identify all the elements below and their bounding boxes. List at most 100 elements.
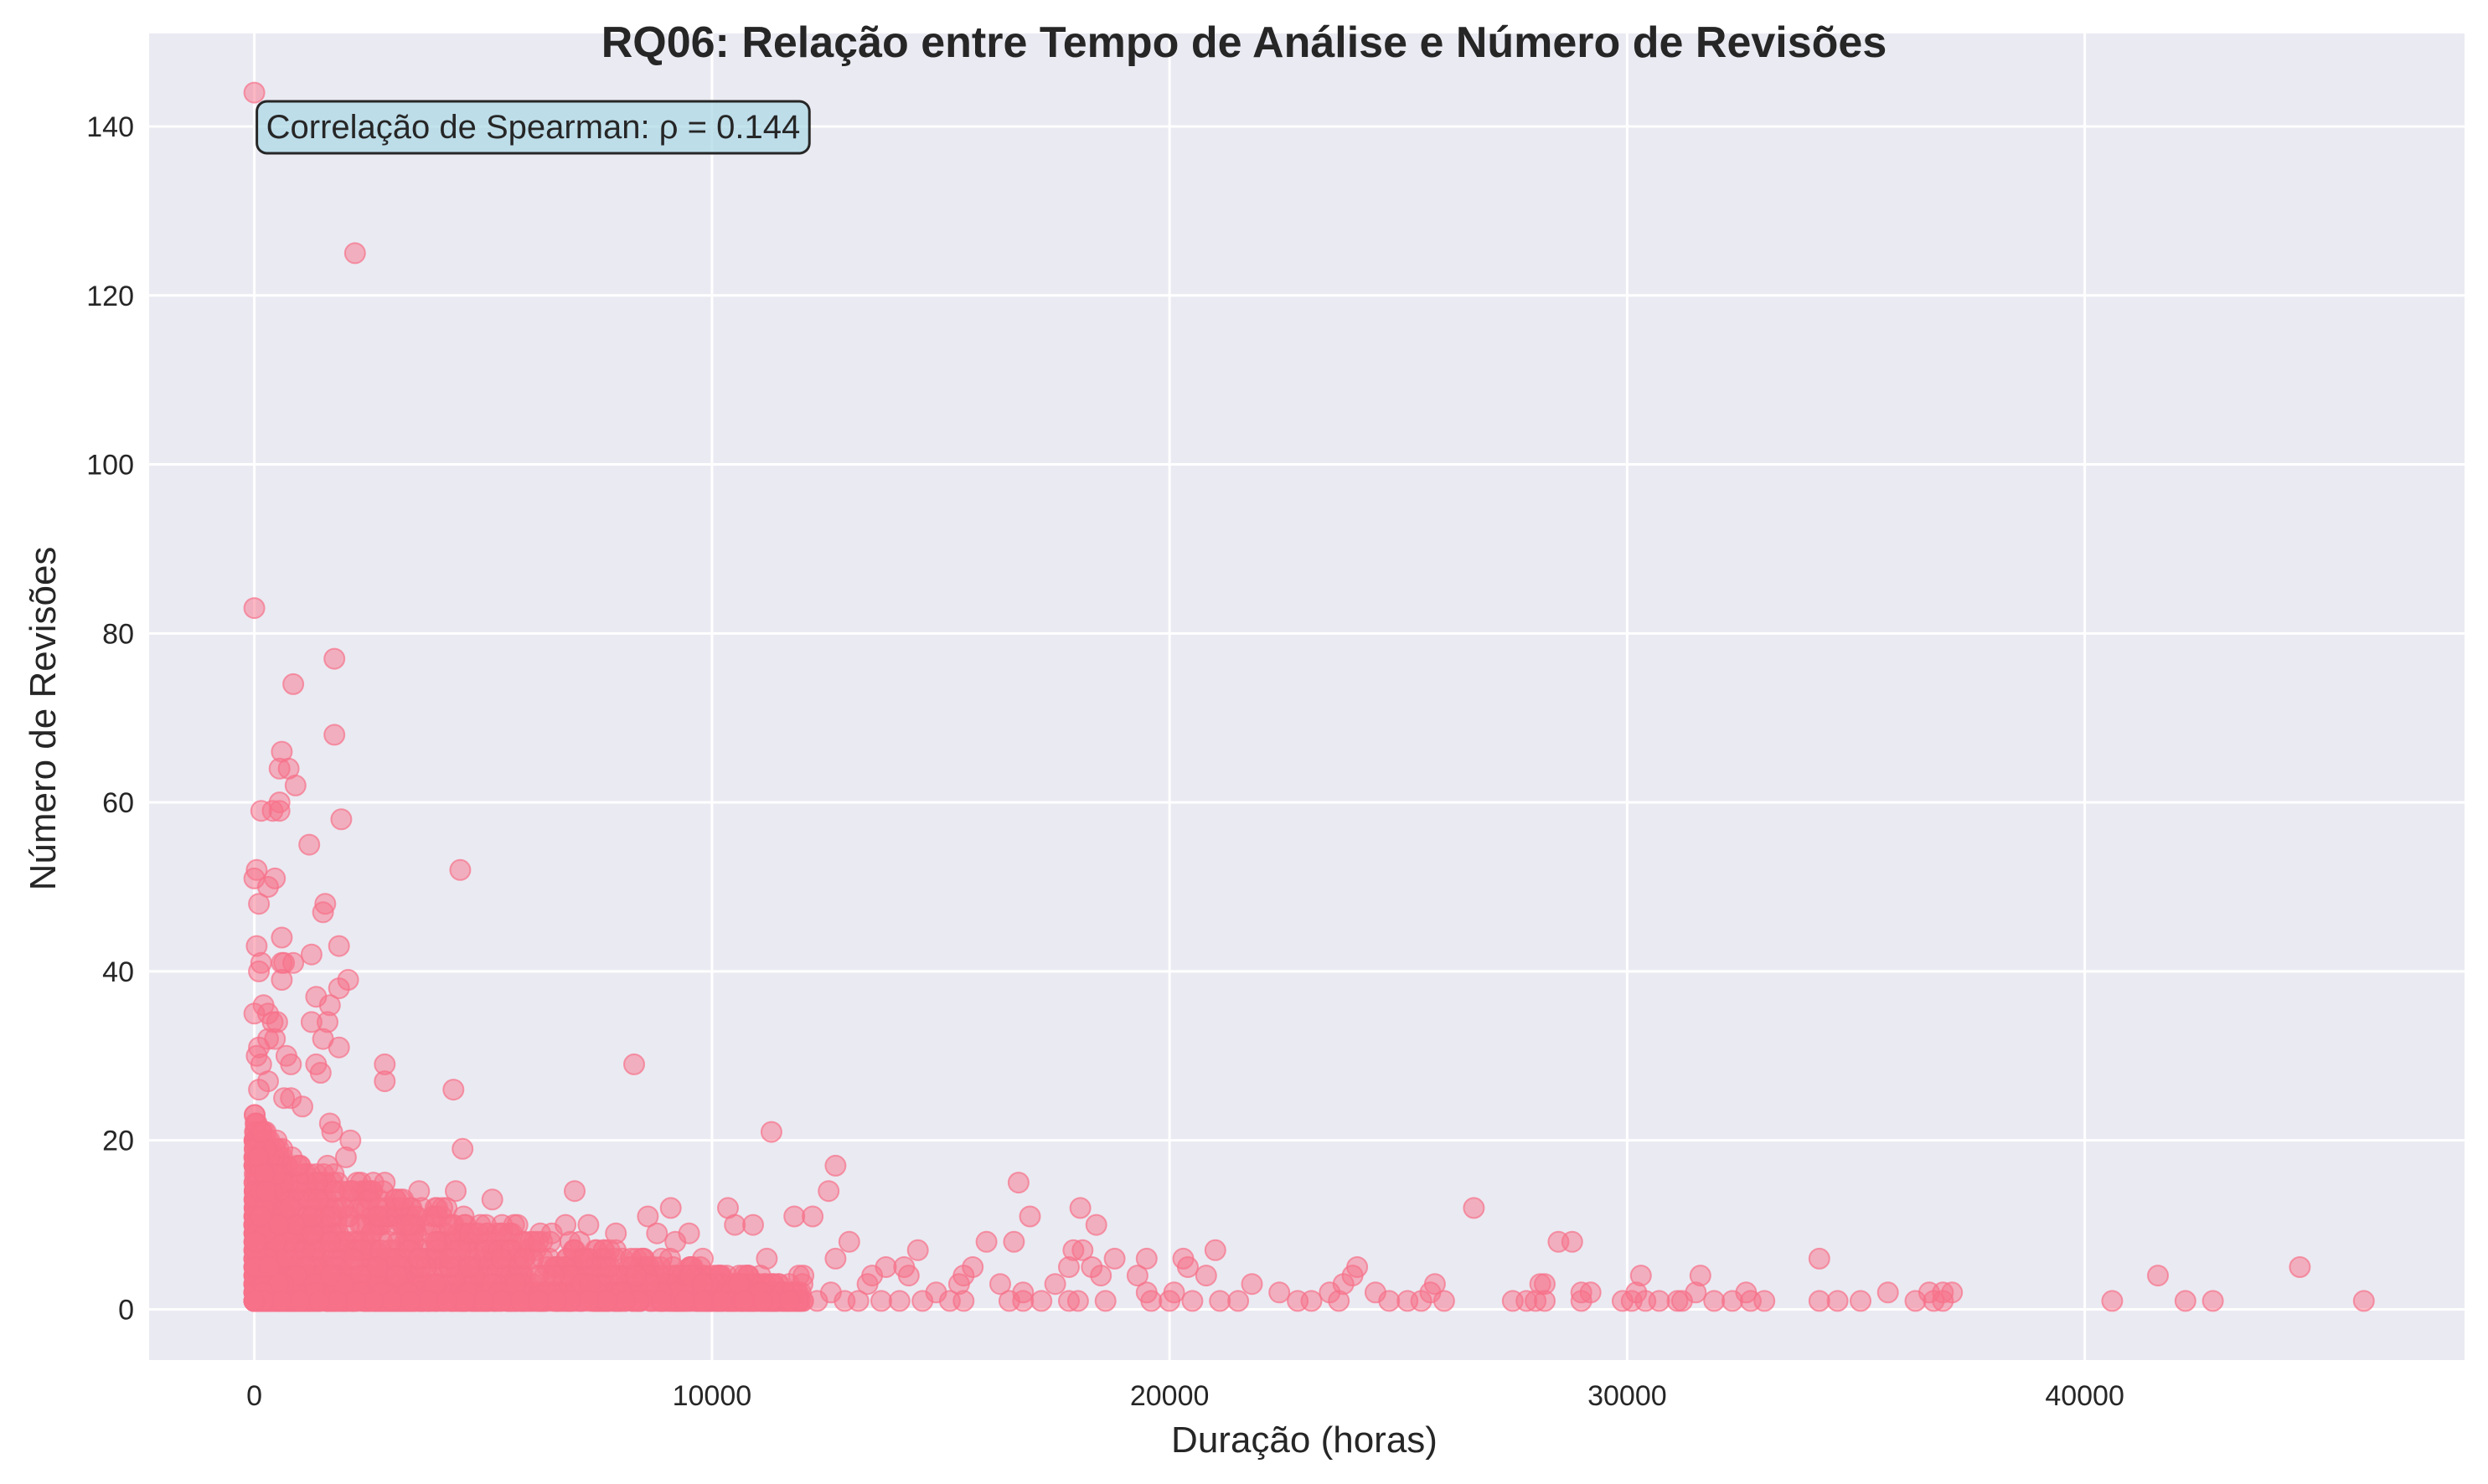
- data-point: [248, 893, 271, 915]
- data-point: [1140, 1290, 1163, 1312]
- data-point: [1410, 1290, 1432, 1312]
- y-tick-label: 0: [118, 1294, 134, 1326]
- data-point: [425, 1230, 446, 1253]
- data-point: [1069, 1197, 1092, 1219]
- data-point: [674, 1290, 696, 1312]
- data-point: [1561, 1230, 1583, 1253]
- data-point: [856, 1273, 879, 1296]
- data-point: [319, 1265, 342, 1287]
- data-point: [271, 969, 293, 991]
- data-point: [824, 1154, 847, 1177]
- data-point: [760, 1121, 782, 1143]
- y-tick-label: 40: [102, 956, 134, 988]
- data-point: [1195, 1265, 1217, 1287]
- x-tick-label: 30000: [1587, 1380, 1667, 1412]
- data-point: [385, 1265, 408, 1287]
- data-point: [312, 901, 334, 924]
- data-point: [367, 1205, 390, 1228]
- data-point: [249, 1205, 271, 1228]
- data-point: [1030, 1290, 1053, 1312]
- data-point: [783, 1205, 806, 1228]
- data-point: [490, 1247, 513, 1270]
- data-point: [1808, 1247, 1830, 1270]
- data-point: [1753, 1290, 1776, 1312]
- data-point: [1090, 1265, 1112, 1287]
- data-point: [250, 1121, 272, 1143]
- data-point: [514, 1247, 536, 1270]
- data-point: [481, 1188, 503, 1211]
- data-point: [1058, 1256, 1080, 1278]
- data-point: [321, 1121, 343, 1143]
- data-point: [271, 1290, 293, 1312]
- data-point: [1534, 1290, 1556, 1312]
- data-point: [2202, 1290, 2224, 1312]
- data-point: [436, 1290, 458, 1312]
- data-point: [245, 1230, 267, 1253]
- data-point: [545, 1290, 568, 1312]
- data-point: [1044, 1273, 1066, 1296]
- data-point: [664, 1230, 687, 1253]
- data-point: [1103, 1247, 1126, 1270]
- data-point: [637, 1205, 659, 1228]
- data-point: [268, 757, 291, 780]
- data-point: [467, 1222, 490, 1244]
- data-point: [2101, 1290, 2124, 1312]
- data-point: [1019, 1205, 1041, 1228]
- x-tick-label: 40000: [2045, 1380, 2124, 1412]
- data-point: [1177, 1256, 1199, 1278]
- data-point: [1085, 1213, 1107, 1236]
- y-tick-labels: 0 20 40 60 80 100 120 140: [86, 111, 134, 1326]
- data-point: [282, 672, 305, 695]
- data-point: [724, 1213, 746, 1236]
- data-point: [1012, 1290, 1035, 1312]
- spearman-annotation: Correlação de Spearman: ρ = 0.144: [256, 100, 811, 155]
- data-point: [243, 597, 266, 620]
- data-point: [778, 1290, 801, 1312]
- data-point: [452, 1137, 474, 1160]
- data-point: [756, 1247, 778, 1270]
- data-point: [605, 1222, 627, 1244]
- data-point: [733, 1290, 756, 1312]
- annotation-box: [256, 100, 811, 155]
- data-point: [911, 1290, 934, 1312]
- data-point: [343, 242, 366, 265]
- x-tick-label: 20000: [1130, 1380, 1210, 1412]
- data-point: [623, 1053, 645, 1075]
- data-point: [472, 1290, 494, 1312]
- data-point: [286, 1154, 308, 1177]
- data-point: [1904, 1290, 1927, 1312]
- data-point: [328, 935, 350, 957]
- data-point: [1058, 1290, 1080, 1312]
- data-point: [1159, 1290, 1181, 1312]
- data-point: [309, 1062, 332, 1084]
- data-point: [710, 1290, 732, 1312]
- data-point: [1268, 1281, 1291, 1304]
- annotation-text: Correlação de Spearman: ρ = 0.144: [266, 109, 801, 146]
- data-point: [392, 1188, 415, 1211]
- data-point: [2352, 1290, 2375, 1312]
- data-point: [1648, 1290, 1670, 1312]
- data-point: [596, 1290, 618, 1312]
- data-point: [417, 1290, 440, 1312]
- chart-title: RQ06: Relação entre Tempo de Análise e N…: [601, 18, 1887, 67]
- data-point: [307, 1290, 330, 1312]
- data-point: [2174, 1290, 2196, 1312]
- data-point: [374, 1070, 396, 1093]
- data-point: [343, 1247, 365, 1270]
- data-point: [792, 1265, 815, 1287]
- data-point: [975, 1230, 998, 1253]
- y-tick-label: 60: [102, 787, 134, 819]
- data-point: [380, 1290, 403, 1312]
- data-point: [989, 1273, 1011, 1296]
- data-point: [334, 1146, 357, 1168]
- data-point: [2147, 1265, 2169, 1287]
- data-point: [280, 1053, 302, 1075]
- data-point: [258, 1256, 281, 1278]
- y-tick-label: 80: [102, 618, 134, 650]
- data-point: [257, 876, 279, 898]
- data-point: [1463, 1197, 1485, 1219]
- data-point: [323, 647, 346, 670]
- data-point: [598, 1256, 621, 1278]
- data-point: [298, 833, 321, 856]
